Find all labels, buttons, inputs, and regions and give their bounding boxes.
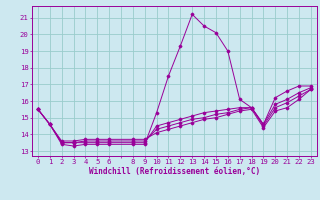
X-axis label: Windchill (Refroidissement éolien,°C): Windchill (Refroidissement éolien,°C) (89, 167, 260, 176)
